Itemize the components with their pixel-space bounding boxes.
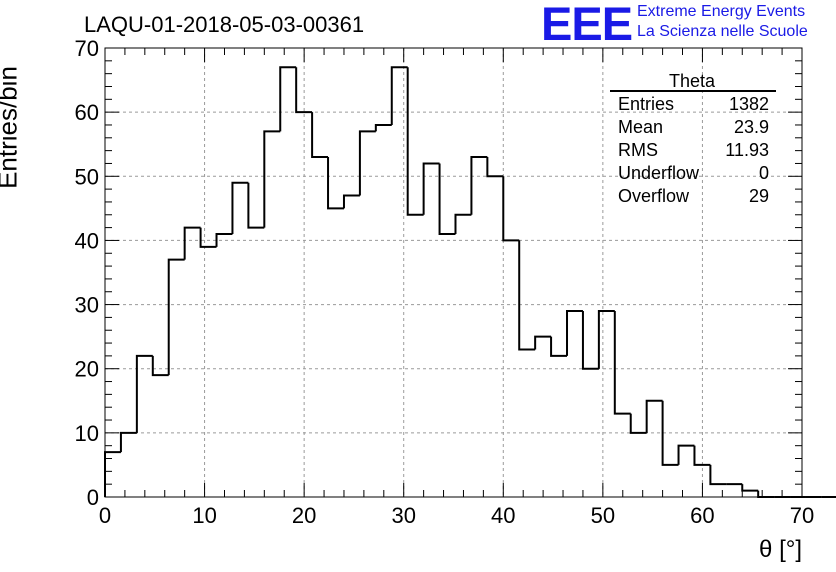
- x-tick-label: 40: [491, 503, 515, 528]
- histogram-bin: [534, 335, 552, 350]
- grid-lines: [105, 48, 802, 497]
- histogram-bin: [374, 123, 392, 132]
- tick-labels: 0 10 20 30 40 50 60 70 0 10 20 30 40 50 60 70: [75, 36, 815, 528]
- histogram-bin: [645, 399, 663, 433]
- histogram-bin: [390, 66, 408, 125]
- histogram-bin: [613, 310, 631, 415]
- histogram-bin: [215, 233, 233, 247]
- x-tick-label: 0: [99, 503, 111, 528]
- y-tick-label: 30: [75, 293, 99, 318]
- stats-label: Overflow: [618, 186, 690, 206]
- histogram-bin: [183, 226, 201, 260]
- histogram-bin: [199, 227, 217, 248]
- chart-title: LAQU-01-2018-05-03-00361: [84, 12, 365, 37]
- x-tick-label: 60: [690, 503, 714, 528]
- histogram-bin: [327, 157, 344, 210]
- histogram-bin: [486, 157, 504, 178]
- stats-label: RMS: [618, 140, 658, 160]
- histogram-bin: [550, 336, 568, 357]
- histogram-bin: [135, 354, 153, 433]
- eee-logo: EEE: [541, 0, 633, 50]
- histogram-bin: [757, 490, 775, 498]
- histogram-bin: [151, 355, 169, 377]
- histogram-bin: [454, 213, 472, 235]
- histogram-bin: [311, 112, 329, 159]
- histogram-bin: [709, 464, 727, 486]
- histogram-bin: [661, 400, 679, 466]
- logo-line-1: Extreme Energy Events: [637, 3, 806, 20]
- histogram-bin: [104, 451, 121, 497]
- plot-frame: [104, 47, 803, 498]
- histogram-bin: [167, 258, 185, 376]
- stats-box: Theta Entries 1382 Mean 23.9 RMS 11.93 Underflo…: [610, 71, 776, 206]
- histogram-bin: [502, 176, 520, 242]
- stats-value: 23.9: [734, 117, 769, 137]
- histogram-bin: [470, 156, 488, 215]
- histogram-bin: [693, 445, 711, 466]
- stats-value: 0: [759, 163, 769, 183]
- x-axis-label: θ [°]: [759, 536, 802, 563]
- logo-line-2: La Scienza nelle Scuole: [637, 23, 808, 40]
- histogram-bin: [358, 130, 376, 196]
- histogram-bin: [629, 413, 647, 434]
- histogram-bin: [422, 162, 440, 215]
- y-tick-label: 40: [75, 228, 99, 253]
- y-tick-label: 10: [75, 421, 99, 446]
- stats-header: Theta: [669, 71, 716, 91]
- histogram-bin: [247, 182, 265, 229]
- histogram-bin: [677, 444, 695, 465]
- x-tick-label: 10: [192, 503, 216, 528]
- stats-label: Entries: [618, 94, 674, 114]
- stats-value: 11.93: [725, 140, 769, 160]
- histogram-bin: [263, 130, 281, 228]
- axes: [104, 47, 803, 498]
- stats-value: 1382: [729, 94, 769, 114]
- x-tick-label: 30: [391, 503, 415, 528]
- y-tick-label: 20: [75, 357, 99, 382]
- y-tick-label: 60: [75, 100, 99, 125]
- histogram-bin: [581, 310, 599, 370]
- stats-label: Mean: [618, 117, 663, 137]
- histogram-bin: [438, 163, 456, 236]
- y-tick-label: 0: [87, 485, 99, 510]
- histogram-bin: [119, 431, 137, 453]
- y-tick-label: 70: [75, 36, 99, 61]
- histogram-bin: [597, 309, 615, 369]
- histogram-bin: [279, 66, 297, 132]
- x-tick-label: 50: [591, 503, 615, 528]
- histogram-bin: [518, 240, 536, 351]
- y-tick-label: 50: [75, 164, 99, 189]
- histogram: [104, 66, 836, 498]
- histogram-bin: [342, 194, 360, 209]
- histogram-bin: [406, 67, 424, 216]
- stats-value: 29: [749, 186, 769, 206]
- x-tick-label: 20: [292, 503, 316, 528]
- histogram-bin: [231, 181, 249, 235]
- histogram-bin: [295, 67, 313, 114]
- histogram-bin: [741, 484, 759, 492]
- x-tick-label: 70: [790, 503, 814, 528]
- stats-label: Underflow: [618, 163, 700, 183]
- histogram-bin: [566, 309, 583, 356]
